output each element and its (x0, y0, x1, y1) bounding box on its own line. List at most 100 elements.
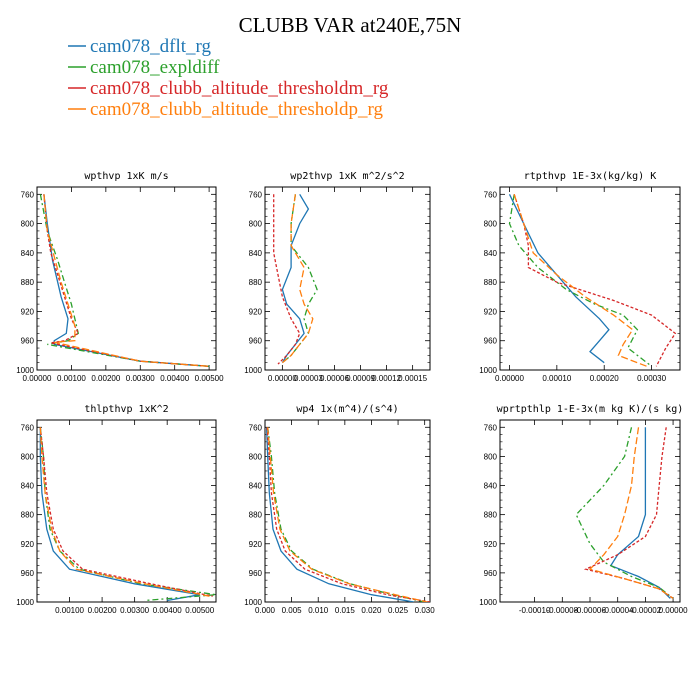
series-group (508, 194, 677, 367)
series-group (575, 427, 674, 599)
y-tick-label: 1000 (244, 366, 262, 375)
y-tick-label: 920 (249, 540, 263, 549)
series-line (588, 427, 674, 599)
x-tick-label: 0.025 (388, 606, 409, 615)
x-tick-label: 0.00003 (294, 374, 323, 383)
x-tick-label: 0.00300 (126, 374, 155, 383)
subplot: wp4 1x(m^4)/(s^4)76080084088092096010000… (244, 404, 435, 615)
series-line (273, 194, 301, 365)
series-line (39, 427, 213, 597)
x-tick-label: 0.00300 (120, 606, 149, 615)
y-tick-label: 960 (484, 337, 498, 346)
series-line (39, 427, 200, 602)
y-tick-label: 760 (249, 423, 263, 432)
subplot: wp2thvp 1xK m^2/s^2 760 800 840 880 920 960 100… (244, 171, 431, 383)
plot-frame (499, 186, 681, 371)
plot-frame (264, 419, 431, 603)
subplot: rtpthvp 1E-3x(kg/kg) K 760 800 840 880 920 960… (479, 171, 681, 383)
x-tick-label: 0.00500 (195, 374, 224, 383)
y-tick-label: 920 (21, 307, 35, 316)
y-tick-label: 840 (249, 249, 263, 258)
legend-label: cam078_clubb_altitude_thresholdp_rg (90, 99, 384, 120)
y-tick-label: 880 (484, 511, 498, 520)
panels: wpthvp 1xK m/s76080084088092096010000.00… (16, 171, 688, 615)
series-line (43, 194, 210, 367)
x-tick-label: 0.015 (335, 606, 356, 615)
series-line (39, 427, 216, 602)
y-tick-label: 760 (249, 190, 263, 199)
y-tick-label: 920 (484, 540, 498, 549)
x-tick-label: 0.00015 (398, 374, 427, 383)
x-tick-label: 0.00000 (659, 606, 688, 615)
y-tick-label: 840 (484, 482, 498, 491)
y-tick-label: 840 (484, 249, 498, 258)
series-line (513, 194, 648, 367)
y-tick-label: 800 (249, 220, 263, 229)
x-tick-label: 0.030 (415, 606, 436, 615)
x-tick-label: 0.00100 (55, 606, 84, 615)
y-tick-label: 920 (249, 307, 263, 316)
series-line (267, 427, 425, 602)
y-tick-label: 840 (21, 482, 35, 491)
series-line (266, 427, 430, 602)
subplot: wprtpthlp 1-E-3x(m kg K)/(s kg) 760 800 840… (479, 404, 688, 615)
x-tick-label: 0.00030 (637, 374, 666, 383)
subplot-title: thlpthvp 1xK^2 (84, 404, 168, 415)
x-tick-label: 0.020 (361, 606, 382, 615)
subplot: thlpthvp 1xK^2 760 800 840 880 920 960 1000 0.00… (16, 404, 217, 615)
y-tick-label: 760 (21, 190, 35, 199)
x-tick-label: -0.00002 (630, 606, 662, 615)
legend-item: cam078_clubb_altitude_thresholdp_rg (68, 99, 384, 120)
x-tick-label: 0.00200 (88, 606, 117, 615)
series-line (508, 194, 610, 364)
legend: cam078_dflt_rgcam078_expldiffcam078_club… (68, 36, 389, 120)
series-group (39, 194, 210, 367)
y-tick-label: 960 (484, 569, 498, 578)
legend-item: cam078_clubb_altitude_thresholdm_rg (68, 78, 389, 99)
x-tick-label: 0.000 (255, 606, 276, 615)
y-tick-label: 1000 (479, 598, 497, 607)
x-tick-label: 0.00009 (346, 374, 375, 383)
y-tick-label: 800 (21, 452, 35, 461)
y-tick-label: 840 (249, 482, 263, 491)
x-tick-label: -0.00010 (519, 606, 551, 615)
x-tick-label: 0.00010 (542, 374, 571, 383)
x-tick-label: 0.00400 (160, 374, 189, 383)
subplot-title: rtpthvp 1E-3x(kg/kg) K (524, 171, 656, 182)
plot-frame (264, 186, 431, 371)
subplot-title: wp2thvp 1xK m^2/s^2 (290, 171, 404, 182)
y-tick-label: 1000 (244, 598, 262, 607)
plot-frame (499, 419, 681, 603)
series-group (265, 427, 430, 602)
plot-frame (36, 186, 217, 371)
x-tick-label: 0.00000 (495, 374, 524, 383)
x-tick-label: 0.00100 (57, 374, 86, 383)
series-line (267, 427, 428, 602)
legend-label: cam078_expldiff (90, 57, 220, 78)
series-line (39, 194, 210, 367)
series-line (39, 427, 210, 597)
y-tick-label: 800 (484, 220, 498, 229)
y-tick-label: 960 (21, 569, 35, 578)
y-tick-label: 760 (484, 190, 498, 199)
y-tick-label: 880 (21, 511, 35, 520)
legend-item: cam078_expldiff (68, 57, 220, 78)
x-tick-label: -0.00008 (547, 606, 579, 615)
series-line (281, 194, 314, 364)
y-tick-label: 880 (21, 278, 35, 287)
x-tick-label: -0.00006 (574, 606, 606, 615)
x-tick-label: 0.00500 (185, 606, 214, 615)
y-tick-label: 920 (21, 540, 35, 549)
legend-label: cam078_clubb_altitude_thresholdm_rg (90, 78, 389, 99)
x-tick-label: 0.00000 (268, 374, 297, 383)
y-tick-label: 960 (21, 337, 35, 346)
subplot-title: wprtpthlp 1-E-3x(m kg K)/(s kg) (497, 404, 684, 415)
y-tick-label: 800 (249, 452, 263, 461)
series-line (281, 193, 310, 364)
figure-title: CLUBB VAR at240E,75N (239, 13, 462, 37)
y-tick-label: 840 (21, 249, 35, 258)
x-tick-label: 0.00000 (23, 374, 52, 383)
y-tick-label: 920 (484, 307, 498, 316)
series-line (281, 194, 318, 364)
y-tick-label: 800 (21, 220, 35, 229)
